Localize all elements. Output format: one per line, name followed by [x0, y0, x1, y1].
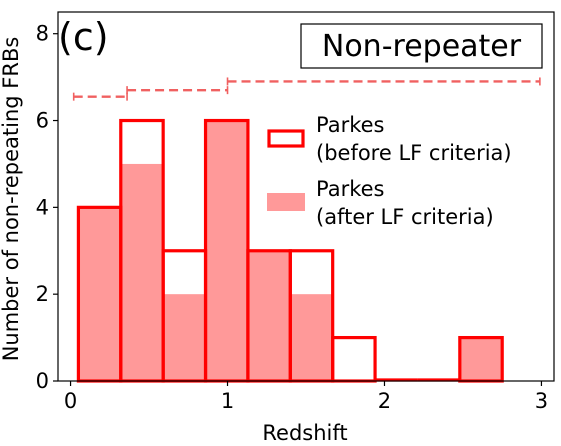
y-tick-label: 2	[36, 282, 49, 306]
y-tick-label: 4	[36, 195, 49, 219]
after-lf-bar	[163, 294, 206, 381]
after-lf-bar	[78, 207, 121, 381]
after-lf-histogram	[78, 120, 503, 381]
redshift-range-bars	[72, 77, 541, 101]
after-lf-bar	[120, 163, 164, 381]
panel-label: (c)	[58, 15, 109, 59]
legend-swatch-before	[267, 129, 305, 148]
after-lf-bar	[459, 337, 503, 381]
y-tick-label: 0	[36, 369, 49, 393]
after-lf-bar	[205, 120, 248, 381]
legend-label: Parkes	[316, 177, 385, 201]
title-box: Non-repeater	[300, 23, 543, 69]
axis-ticks: 0 1 2 3 0 2 4 6 8	[36, 22, 549, 413]
title-frame	[300, 23, 543, 69]
legend-swatch-after	[267, 193, 305, 211]
x-tick-label: 3	[535, 389, 548, 413]
x-tick-label: 0	[64, 389, 77, 413]
y-tick-label: 6	[36, 109, 49, 133]
x-tick-label: 1	[221, 389, 234, 413]
legend: Parkes (before LF criteria) Parkes (after L…	[267, 113, 512, 229]
chart-title: Non-repeater	[322, 29, 522, 64]
y-axis-label: Number of non-repeating FRBs	[0, 37, 23, 362]
after-lf-bar	[290, 294, 333, 381]
after-lf-bar	[247, 250, 291, 381]
x-axis-label: Redshift	[262, 421, 347, 445]
before-lf-bar	[331, 335, 377, 383]
plot-frame	[57, 11, 555, 382]
legend-label: (before LF criteria)	[316, 141, 512, 165]
legend-label: Parkes	[316, 113, 385, 137]
legend-label: (after LF criteria)	[316, 205, 494, 229]
y-tick-label: 8	[36, 22, 49, 46]
x-tick-label: 2	[378, 389, 391, 413]
